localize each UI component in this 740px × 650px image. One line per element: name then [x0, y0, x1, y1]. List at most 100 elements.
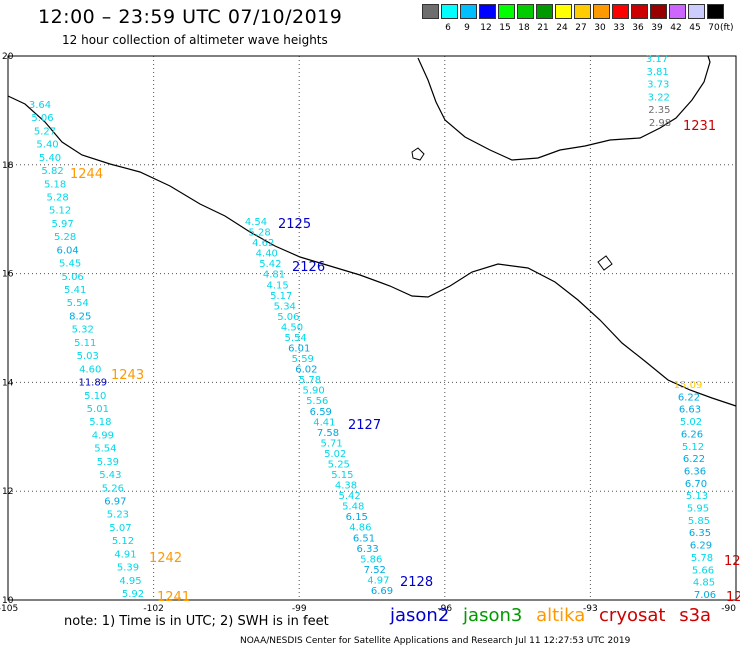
swh-value: 4.50 — [281, 322, 303, 333]
swh-value: 11.89 — [78, 378, 107, 389]
colorbar-cell — [631, 4, 648, 19]
swh-value: 5.90 — [302, 386, 324, 397]
swh-value: 5.40 — [39, 153, 61, 164]
latitude-label: 12 — [2, 487, 13, 497]
gulf-coast — [417, 55, 711, 161]
map-subtitle: 12 hour collection of altimeter wave hei… — [62, 33, 328, 47]
swh-value: 4.86 — [349, 523, 371, 534]
track-1244: 3.64 5.06 5.27 5.40 5.40 5.82 5.18 5.28 5.12 5.97… — [29, 100, 144, 600]
swh-value: 5.02 — [680, 417, 702, 428]
swh-value: 5.12 — [112, 536, 134, 547]
swh-value: 6.02 — [295, 365, 317, 376]
pass-number-label: 2125 — [278, 217, 311, 232]
colorbar-tick-label: 45 — [689, 23, 701, 33]
pass-labels: 1244 1243 1242 1241 2125 2126 2127 2128 1231 12 12 — [70, 119, 740, 605]
pass-number-label: 1231 — [683, 119, 716, 134]
swh-value: 5.23 — [107, 510, 129, 521]
swh-value: 5.40 — [36, 140, 58, 151]
swh-value: 5.54 — [67, 298, 89, 309]
swh-value: 6.15 — [346, 512, 368, 523]
swh-value: 3.73 — [647, 80, 669, 91]
coordinate-labels: -105 -102 -99 -96 -93 -90 20 18 16 14 12 10 — [0, 52, 736, 614]
swh-value: 5.13 — [686, 491, 708, 502]
swh-value: 8.25 — [69, 311, 91, 322]
colorbar-cell — [460, 4, 477, 19]
swh-value: 5.28 — [54, 232, 76, 243]
colorbar-cell — [593, 4, 610, 19]
colorbar-cell — [422, 4, 439, 19]
swh-value: 5.59 — [292, 354, 314, 365]
coastline — [7, 55, 737, 407]
swh-value: 6.36 — [684, 466, 706, 477]
swh-value: 4.15 — [266, 280, 288, 291]
map-border — [7, 55, 737, 601]
swh-value: 5.27 — [34, 126, 56, 137]
longitude-label: -90 — [721, 604, 736, 614]
swh-value: 5.45 — [59, 259, 81, 270]
colorbar-tick-label: 21 — [537, 23, 549, 33]
swh-value: 4.95 — [119, 576, 141, 587]
swh-value: 6.01 — [288, 344, 310, 355]
swh-value: 5.18 — [44, 179, 66, 190]
altimeter-tracks: 3.64 5.06 5.27 5.40 5.40 5.82 5.18 5.28 5.12 5.97… — [29, 54, 716, 601]
swh-value: 6.29 — [690, 541, 712, 552]
swh-value: 5.39 — [97, 457, 119, 468]
swh-value: 4.97 — [367, 575, 389, 586]
swh-value: 2.98 — [649, 118, 671, 129]
colorbar-cell — [669, 4, 686, 19]
swh-value: 5.95 — [687, 504, 709, 515]
swh-value: 6.59 — [310, 407, 332, 418]
colorbar-tick-label: 6 — [445, 23, 451, 33]
swh-value: 4.38 — [335, 481, 357, 492]
swh-value: 4.62 — [252, 238, 274, 249]
track-2125: 4.545.284.624.405.424.814.155.175.345.06… — [245, 217, 393, 597]
colorbar-cell — [498, 4, 515, 19]
colorbar-cell — [688, 4, 705, 19]
swh-value: 5.42 — [338, 491, 360, 502]
swh-value: 15.09 — [674, 380, 703, 391]
swh-value: 6.97 — [104, 496, 126, 507]
satellite-legend: jason2 jason3 altika cryosat s3a — [390, 605, 719, 626]
swh-value: 3.64 — [29, 100, 51, 111]
pass-number-label: 1244 — [70, 167, 103, 182]
swh-value: 5.32 — [72, 325, 94, 336]
swh-value: 5.25 — [328, 459, 350, 470]
colorbar-unit-label: (ft) — [720, 23, 734, 33]
swh-value: 3.81 — [646, 67, 668, 78]
swh-value: 5.15 — [331, 470, 353, 481]
swh-value: 5.17 — [270, 291, 292, 302]
latitude-label: 16 — [2, 270, 14, 280]
longitude-label: -96 — [437, 604, 452, 614]
swh-value: 5.48 — [342, 502, 364, 513]
colorbar-tick-label: 27 — [575, 23, 587, 33]
swh-value: 3.17 — [646, 54, 668, 65]
latitude-label: 10 — [2, 596, 14, 606]
swh-value: 4.81 — [263, 270, 285, 281]
pass-number-label: 12 — [724, 554, 740, 569]
swh-value: 3.22 — [648, 92, 670, 103]
pass-number-label: 2126 — [292, 260, 325, 275]
colorbar-cell — [479, 4, 496, 19]
swh-value: 5.41 — [64, 285, 86, 296]
swh-value: 7.58 — [317, 428, 339, 439]
map-frame — [7, 55, 737, 601]
swh-value: 4.99 — [92, 430, 114, 441]
colorbar-tick-label: 30 — [594, 23, 606, 33]
pass-number-label: 1243 — [111, 368, 144, 383]
swh-value: 6.33 — [356, 544, 378, 555]
note-text: note: 1) Time is in UTC; 2) SWH is in fe… — [64, 614, 329, 629]
colorbar-tick-label: 18 — [518, 23, 530, 33]
swh-value: 5.10 — [84, 391, 106, 402]
swh-value: 5.18 — [89, 417, 111, 428]
colorbar-tick-label: 42 — [670, 23, 682, 33]
swh-value: 5.12 — [682, 442, 704, 453]
longitude-label: -102 — [143, 604, 163, 614]
swh-value: 5.01 — [87, 404, 109, 415]
swh-value: 4.40 — [256, 249, 278, 260]
swh-value: 5.78 — [691, 553, 713, 564]
swh-value: 6.22 — [678, 392, 700, 403]
swh-value: 6.70 — [685, 479, 707, 490]
swh-value: 5.06 — [277, 312, 299, 323]
longitude-label: -93 — [583, 604, 598, 614]
